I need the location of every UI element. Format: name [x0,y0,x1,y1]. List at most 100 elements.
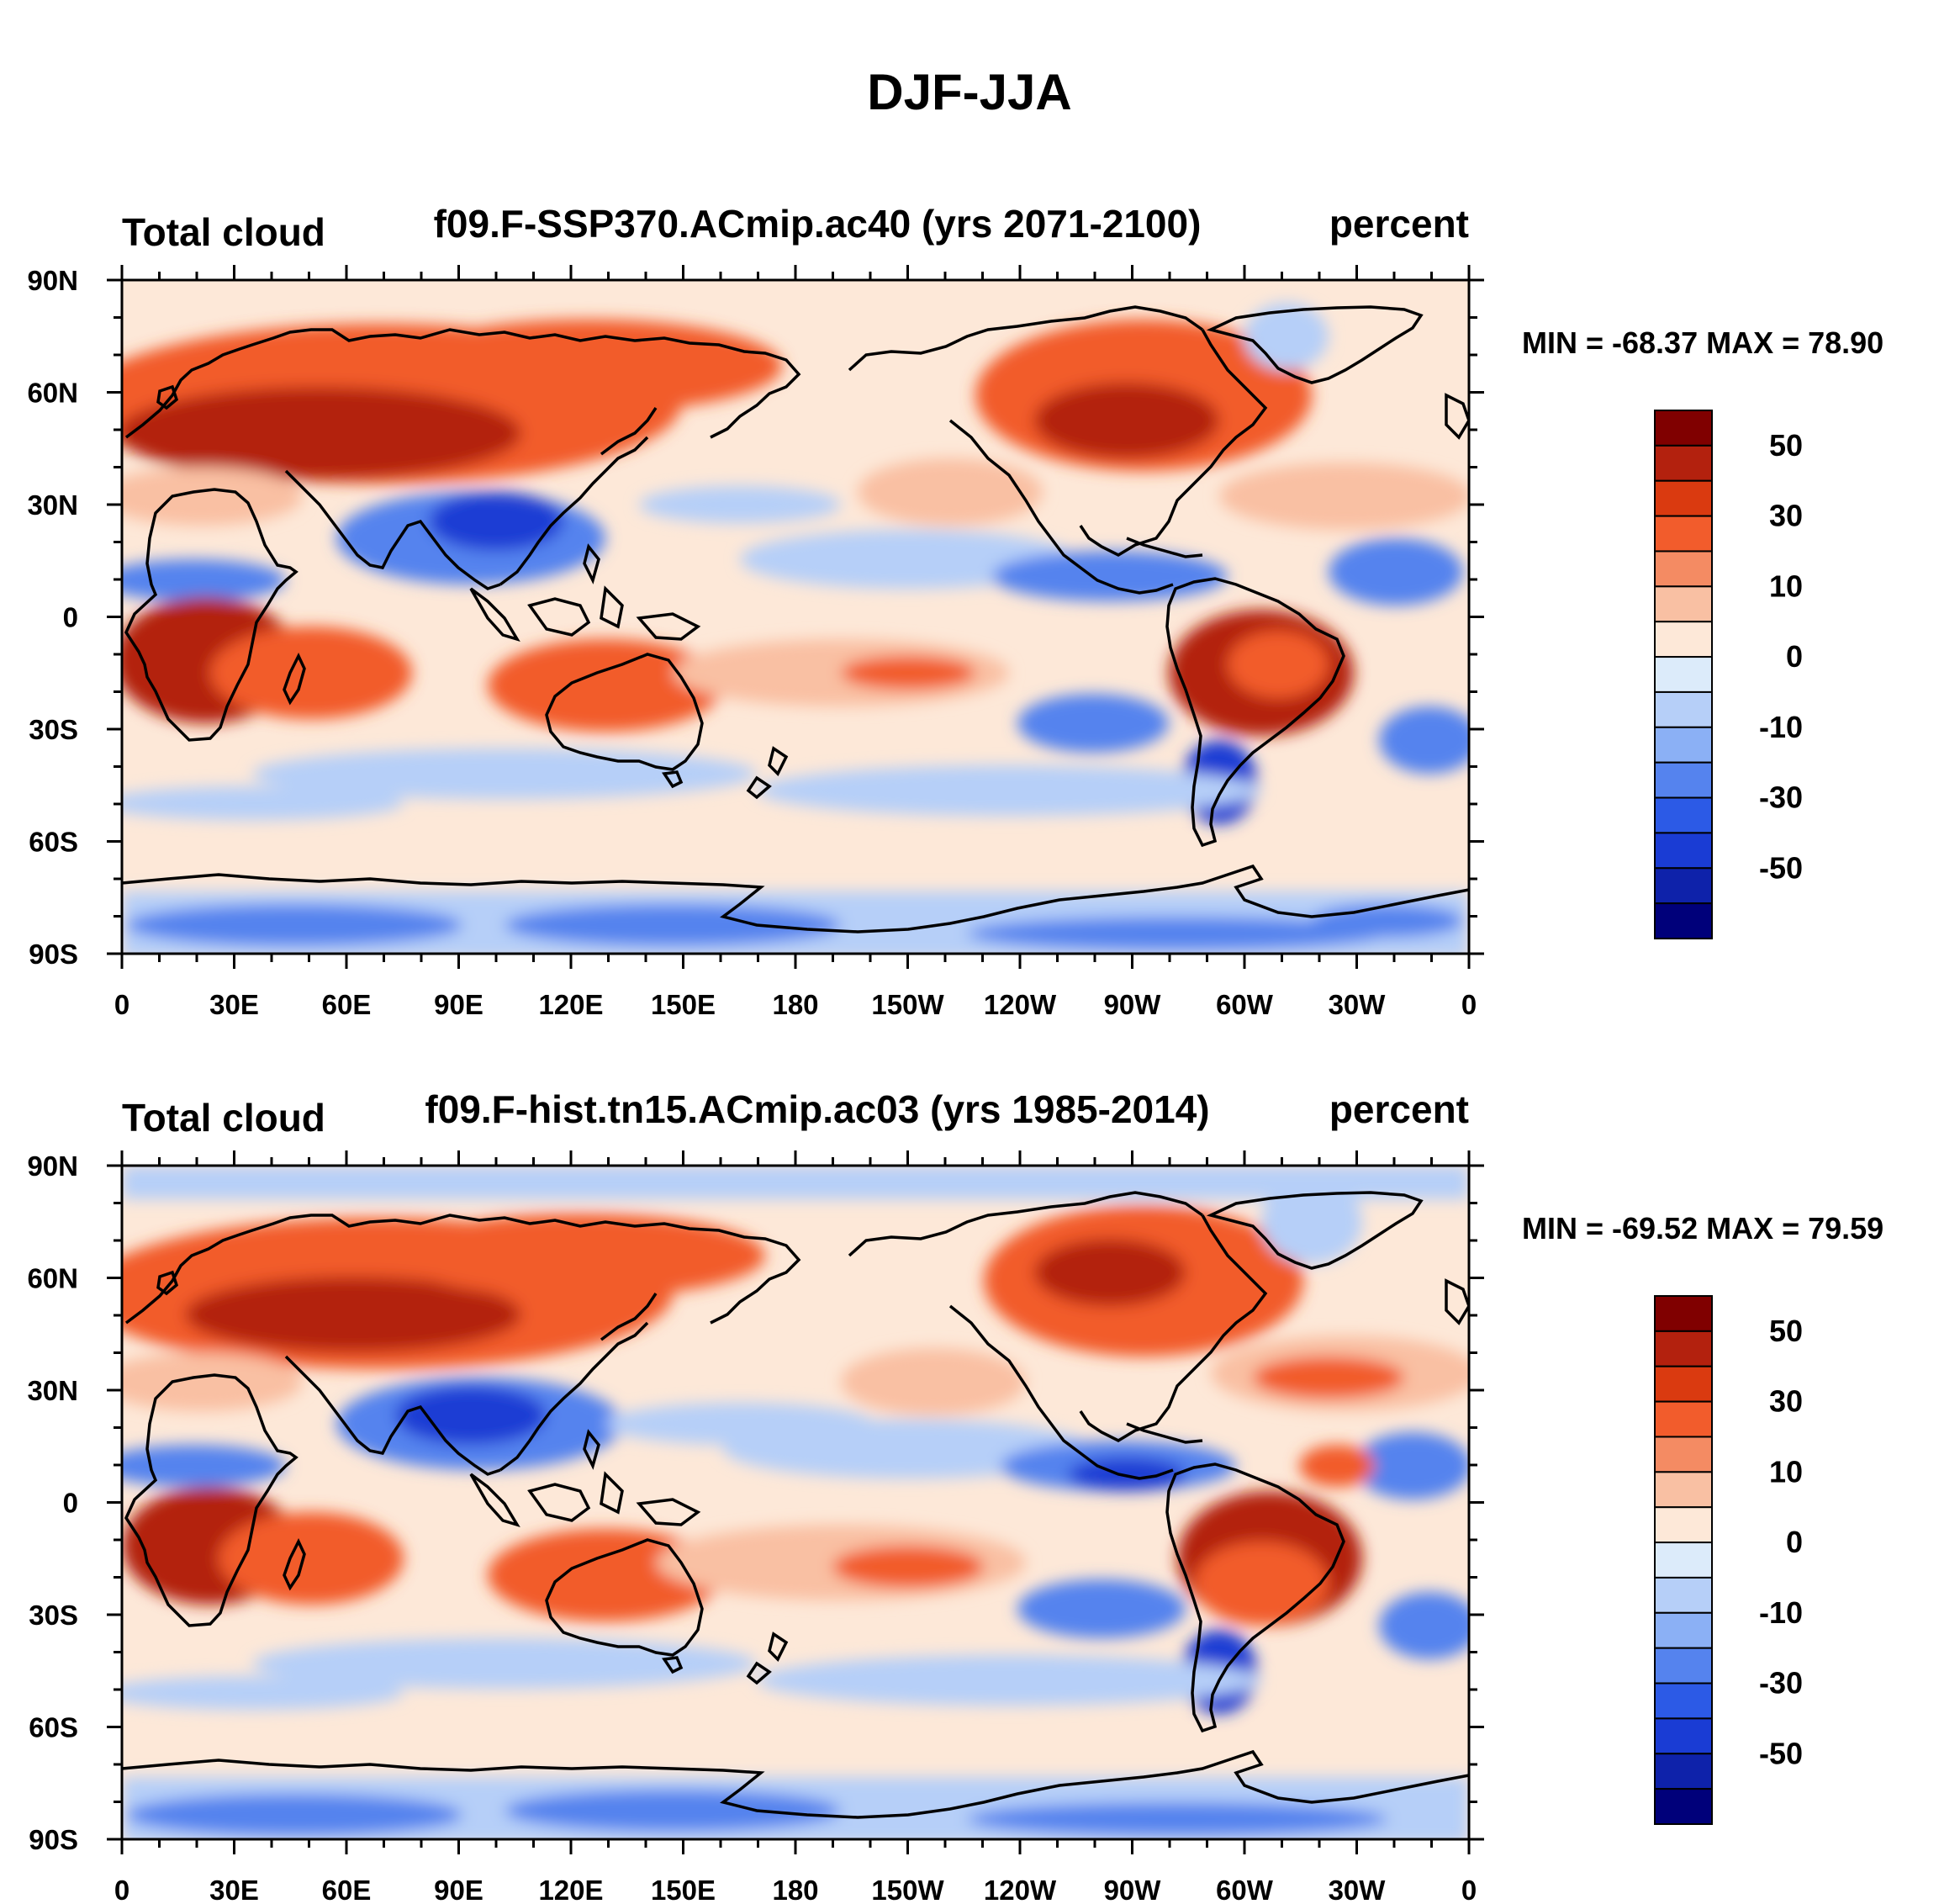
colorbar-swatch [1654,1788,1713,1825]
lon-tick-label: 60E [322,989,372,1020]
colorbar-swatch [1654,1576,1713,1614]
lon-tick-label: 60W [1216,989,1274,1020]
panel-units-label: percent [1329,1087,1469,1131]
lon-tick-label: 90W [1104,1875,1162,1904]
colorbar-label: -10 [1759,1595,1803,1630]
lat-tick-label: 90S [29,1824,78,1855]
lon-tick-label: 0 [114,1875,129,1904]
colorbar-swatch [1654,1506,1713,1544]
lon-tick-label: 30E [209,989,259,1020]
lat-tick-label: 30N [27,1375,78,1406]
colorbar-swatch [1654,832,1713,870]
lon-tick-label: 90W [1104,989,1162,1020]
colorbar-label: 10 [1769,1454,1803,1489]
colorbar: 50 30 10 0 -10 -30 -50 [1654,1295,1803,1825]
colorbar-label: -30 [1759,1666,1803,1700]
lon-tick-label: 90E [434,1875,483,1904]
colorbar-swatch [1654,761,1713,799]
lon-tick-label: 120E [538,1875,603,1904]
panel-case-label: f09.F-SSP370.ACmip.ac40 (yrs 2071-2100) [434,202,1202,246]
colorbar-swatch [1654,796,1713,834]
lon-tick-label: 90E [434,989,483,1020]
colorbar-swatch [1654,1295,1713,1332]
colorbar-swatch [1654,444,1713,482]
panel-variable-label: Total cloud [122,1096,325,1140]
lon-tick-label: 150E [651,989,716,1020]
lon-tick-label: 0 [1461,1875,1477,1904]
colorbar-label: -10 [1759,710,1803,744]
colorbar-swatch [1654,1436,1713,1473]
colorbar-swatch [1654,867,1713,905]
colorbar-swatch [1654,1542,1713,1579]
colorbar-swatch [1654,902,1713,939]
panel-case-label: f09.F-hist.tn15.ACmip.ac03 (yrs 1985-201… [425,1087,1209,1131]
panel-variable-label: Total cloud [122,210,325,254]
field-blobs [122,1166,1469,1839]
colorbar-label: 10 [1769,569,1803,603]
lon-tick-label: 30W [1329,989,1387,1020]
lon-tick-label: 30E [209,1875,259,1904]
colorbar-swatch [1654,1330,1713,1367]
lat-tick-label: 90N [27,1150,78,1182]
field-blobs [122,303,1469,954]
lat-tick-label: 90N [27,265,78,296]
colorbar-swatch [1654,690,1713,728]
map-field [122,280,1469,954]
lat-tick-label: 60S [29,1712,78,1743]
lon-tick-label: 150W [871,989,944,1020]
colorbar-label: -30 [1759,780,1803,815]
colorbar-swatch [1654,621,1713,658]
figure-title: DJF-JJA [867,64,1071,120]
colorbar-label: 0 [1786,639,1803,674]
lon-tick-label: 120W [984,989,1057,1020]
lon-tick-label: 150W [871,1875,944,1904]
panel-future: Total cloud f09.F-SSP370.ACmip.ac40 (yrs… [27,202,1884,1020]
colorbar-swatch [1654,1682,1713,1720]
lat-tick-label: 60N [27,1263,78,1294]
lon-tick-label: 120E [538,989,603,1020]
lon-tick-label: 60W [1216,1875,1274,1904]
colorbar-swatch [1654,479,1713,517]
colorbar-label: 30 [1769,1384,1803,1419]
colorbar-label: 50 [1769,428,1803,463]
min-max-readout: MIN = -68.37 MAX = 78.90 [1522,325,1884,360]
lon-tick-label: 60E [322,1875,372,1904]
lon-tick-label: 180 [772,1875,818,1904]
lat-tick-label: 0 [63,602,78,633]
panel-units-label: percent [1329,202,1469,246]
lon-tick-label: 120W [984,1875,1057,1904]
lat-tick-label: 0 [63,1488,78,1519]
lon-tick-label: 30W [1329,1875,1387,1904]
colorbar-swatch [1654,410,1713,447]
colorbar-swatch [1654,1717,1713,1755]
lon-tick-label: 150E [651,1875,716,1904]
map-field [122,1166,1469,1839]
min-max-readout: MIN = -69.52 MAX = 79.59 [1522,1211,1884,1246]
lat-tick-label: 30S [29,1600,78,1631]
colorbar-swatch [1654,585,1713,623]
panel-historical: Total cloud f09.F-hist.tn15.ACmip.ac03 (… [27,1087,1884,1904]
colorbar-label: 30 [1769,499,1803,533]
colorbar-swatch [1654,1647,1713,1685]
lon-tick-label: 0 [114,989,129,1020]
colorbar-label: 0 [1786,1525,1803,1559]
lon-tick-label: 180 [772,989,818,1020]
colorbar-swatch [1654,1400,1713,1438]
lat-tick-label: 60N [27,378,78,409]
colorbar-swatch [1654,1753,1713,1790]
colorbar-swatch [1654,726,1713,764]
colorbar: 50 30 10 0 -10 -30 -50 [1654,410,1803,939]
colorbar-swatch [1654,515,1713,553]
lat-tick-label: 90S [29,939,78,970]
lat-tick-label: 30S [29,714,78,745]
colorbar-swatch [1654,1471,1713,1509]
colorbar-swatch [1654,1365,1713,1403]
lat-tick-label: 30N [27,489,78,521]
lat-tick-label: 60S [29,827,78,858]
colorbar-swatch [1654,656,1713,693]
lon-tick-label: 0 [1461,989,1477,1020]
colorbar-label: 50 [1769,1314,1803,1348]
colorbar-swatch [1654,550,1713,588]
